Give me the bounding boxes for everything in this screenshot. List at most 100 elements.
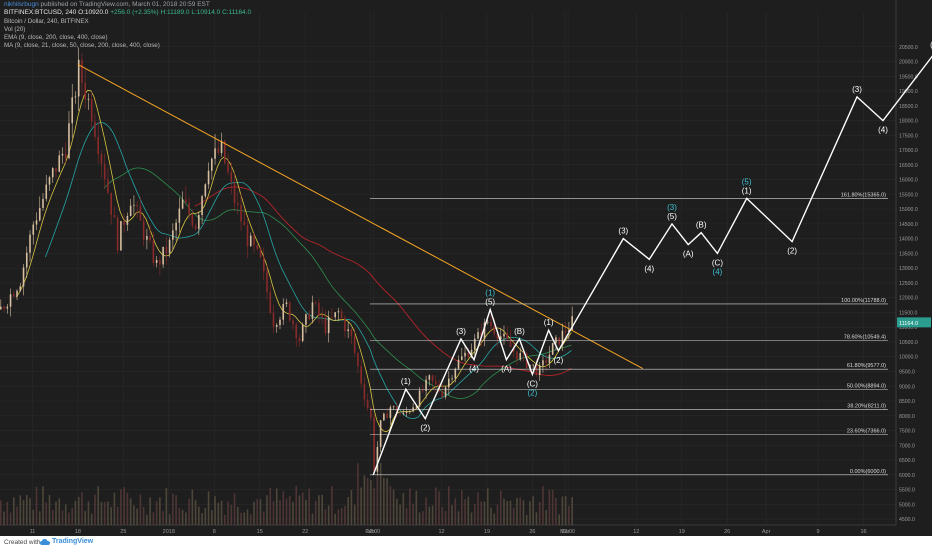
- volume-bar: [159, 497, 161, 525]
- wave-label: (3): [456, 327, 466, 336]
- author-link[interactable]: nikhilsrbugn: [4, 1, 39, 8]
- candle-body: [516, 351, 518, 360]
- candle-body: [51, 168, 54, 178]
- candle-body: [373, 417, 375, 472]
- volume-bar: [139, 494, 142, 525]
- candle-body: [224, 140, 226, 164]
- wave-label: (3): [618, 227, 628, 236]
- indicator-ema[interactable]: EMA (9, close, 200, close, 400, close): [4, 34, 108, 41]
- time-tick-label: 16: [860, 529, 866, 535]
- price-tick-label: 6000.0: [899, 473, 915, 479]
- wave-label: (B): [696, 221, 707, 230]
- volume-bar: [227, 501, 229, 525]
- elliott-wave-path: [372, 55, 932, 476]
- candle-body: [64, 153, 67, 159]
- candle-body: [350, 329, 353, 337]
- time-tick-label: 11: [30, 529, 36, 535]
- candle-body: [172, 230, 174, 240]
- volume-bar: [97, 486, 99, 525]
- candle-body: [425, 379, 427, 391]
- volume-bar: [448, 486, 450, 525]
- volume-bar: [467, 496, 470, 525]
- candle-body: [532, 364, 535, 366]
- volume-bar: [129, 498, 132, 525]
- volume-bar: [568, 506, 570, 525]
- volume-bar: [305, 499, 307, 525]
- candle-body: [363, 383, 366, 400]
- candle-body: [571, 316, 573, 330]
- volume-bar: [516, 497, 518, 525]
- volume-bar: [256, 498, 259, 525]
- candle-body: [538, 365, 541, 376]
- candle-body: [246, 225, 249, 247]
- tradingview-cloud-icon: [40, 539, 50, 545]
- volume-bar: [357, 463, 359, 525]
- volume-bar: [360, 487, 362, 525]
- volume-bar: [295, 485, 298, 525]
- volume-bar: [470, 512, 473, 525]
- volume-bar: [509, 500, 512, 525]
- volume-bar: [246, 509, 249, 525]
- candle-body: [564, 330, 567, 333]
- indicator-vol[interactable]: Vol (20): [4, 26, 26, 33]
- volume-bar: [0, 500, 2, 525]
- candle-body: [162, 246, 164, 265]
- symbol-label[interactable]: BITFINEX:BTCUSD, 240: [4, 9, 77, 16]
- price-tick-label: 15000.0: [899, 207, 918, 213]
- volume-bar: [233, 493, 236, 525]
- volume-bar: [94, 494, 96, 525]
- candle-body: [71, 97, 74, 124]
- candle-body: [185, 199, 187, 203]
- candle-body: [188, 202, 190, 215]
- volume-bar: [370, 480, 372, 525]
- symbol-line: BITFINEX:BTCUSD, 240 O:10920.0 +256.0 (+…: [4, 9, 251, 17]
- volume-bar: [298, 495, 301, 525]
- volume-bar: [311, 513, 314, 525]
- time-tick-label: 12:00: [561, 529, 575, 535]
- candle-body: [269, 292, 272, 313]
- tradingview-logo[interactable]: TradingView: [52, 538, 94, 545]
- candle-body: [126, 215, 129, 225]
- price-chart[interactable]: 4500.0 5000.0 5500.0 6000.0 6500.0 7000.0 7500…: [0, 0, 932, 536]
- candle-body: [418, 390, 421, 407]
- candle-body: [35, 220, 38, 225]
- wave-label: (4): [713, 267, 723, 276]
- candle-body: [464, 352, 466, 357]
- volume-bar: [136, 508, 138, 525]
- candle-body: [311, 302, 314, 320]
- volume-bar: [64, 504, 67, 525]
- price-tick-label: 4500.0: [899, 517, 915, 523]
- candle-body: [327, 317, 330, 334]
- candle-body: [201, 196, 203, 216]
- volume-bar: [558, 514, 560, 525]
- price-tick-label: 13000.0: [899, 266, 918, 272]
- volume-bar: [149, 497, 151, 525]
- indicator-title[interactable]: Bitcoin / Dollar, 240, BITFINEX: [4, 18, 89, 25]
- indicator-ma[interactable]: MA (9, close, 21, close, 50, close, 200,…: [4, 42, 160, 49]
- candle-body: [272, 312, 275, 327]
- volume-bar: [272, 501, 275, 525]
- volume-bar: [353, 504, 356, 525]
- candle-body: [0, 306, 2, 310]
- candle-body: [493, 326, 496, 334]
- fib-level-label: 61.80%(9577.0): [847, 363, 886, 369]
- volume-bar: [561, 496, 564, 525]
- footer-bar: Created with TradingView: [0, 536, 932, 550]
- volume-bar: [12, 497, 15, 525]
- created-with-label: Created with: [4, 539, 41, 546]
- candle-body: [561, 330, 564, 345]
- volume-bar: [363, 475, 366, 525]
- wave-label: (1): [401, 377, 411, 386]
- candle-body: [396, 406, 398, 414]
- volume-bar: [188, 498, 190, 525]
- volume-bar: [74, 500, 77, 525]
- candle-body: [285, 302, 288, 305]
- volume-bar: [373, 488, 375, 525]
- volume-bar: [409, 488, 411, 525]
- candle-body: [499, 336, 502, 340]
- volume-bar: [555, 497, 557, 525]
- wave-label: (A): [501, 365, 512, 374]
- fib-level-label: 38.20%(8211.0): [847, 404, 886, 410]
- volume-bar: [100, 501, 103, 525]
